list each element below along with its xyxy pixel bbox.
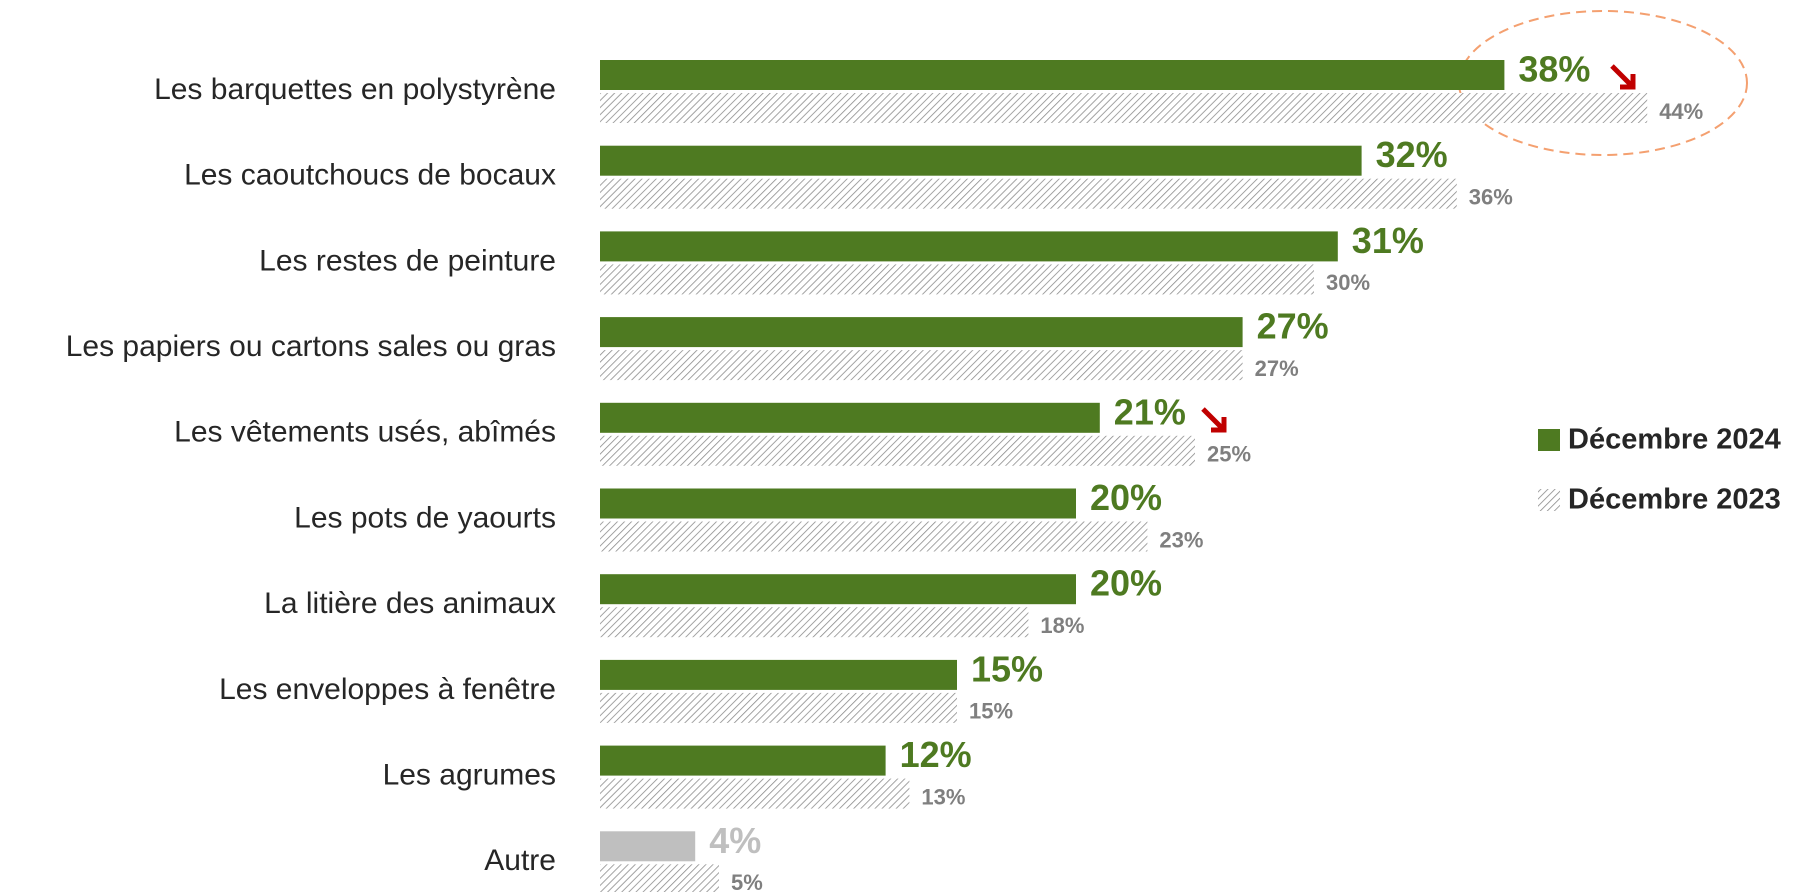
legend-label: Décembre 2023 — [1568, 484, 1781, 516]
bar — [600, 264, 1314, 295]
value-label: 31% — [1352, 220, 1424, 261]
bar — [600, 831, 696, 862]
value-label: 20% — [1090, 477, 1162, 518]
bar — [600, 93, 1648, 123]
value-label: 36% — [1469, 185, 1513, 210]
value-label: 18% — [1040, 613, 1084, 638]
bar — [600, 864, 719, 892]
bar — [600, 607, 1029, 638]
bar — [600, 521, 1148, 552]
value-label: 23% — [1159, 527, 1203, 552]
category-label: Les papiers ou cartons sales ou gras — [66, 330, 556, 363]
value-label: 15% — [969, 699, 1013, 724]
value-label: 38% — [1518, 49, 1590, 90]
value-label: 25% — [1207, 442, 1251, 467]
decline-arrow — [1201, 407, 1227, 433]
bar — [600, 145, 1362, 176]
category-label: Les restes de peinture — [259, 244, 556, 277]
bar — [600, 402, 1100, 433]
bar — [600, 574, 1076, 605]
value-label: 15% — [971, 648, 1043, 689]
bar — [600, 488, 1076, 519]
category-label: Les agrumes — [383, 759, 556, 792]
category-label: Les pots de yaourts — [294, 501, 556, 534]
value-label: 13% — [921, 784, 965, 809]
value-label: 20% — [1090, 563, 1162, 604]
bar — [600, 350, 1243, 381]
bar — [600, 231, 1338, 262]
legend-label: Décembre 2024 — [1568, 424, 1781, 456]
value-label: 27% — [1257, 306, 1329, 347]
bar — [600, 778, 910, 809]
bar — [600, 692, 957, 723]
bar — [600, 659, 957, 690]
highlight-ellipse — [1458, 10, 1748, 156]
bar — [600, 60, 1505, 90]
legend-swatch — [1538, 429, 1560, 451]
value-label: 30% — [1326, 270, 1370, 295]
value-label: 12% — [900, 734, 972, 775]
category-label: Les vêtements usés, abîmés — [174, 416, 556, 449]
category-label: Les barquettes en polystyrène — [154, 73, 556, 106]
bar — [600, 178, 1457, 209]
legend-swatch — [1538, 489, 1560, 511]
value-label: 44% — [1659, 99, 1703, 124]
bar — [600, 317, 1243, 348]
value-label: 21% — [1114, 391, 1186, 432]
bar — [600, 435, 1195, 466]
category-label: Les caoutchoucs de bocaux — [184, 159, 556, 192]
value-label: 5% — [731, 870, 763, 892]
value-label: 27% — [1255, 356, 1299, 381]
decline-arrow — [1610, 64, 1636, 90]
value-label: 32% — [1376, 134, 1448, 175]
category-label: La litière des animaux — [264, 587, 556, 620]
category-label: Autre — [484, 844, 556, 877]
category-label: Les enveloppes à fenêtre — [219, 673, 556, 706]
bar — [600, 745, 886, 776]
value-label: 4% — [709, 820, 761, 861]
